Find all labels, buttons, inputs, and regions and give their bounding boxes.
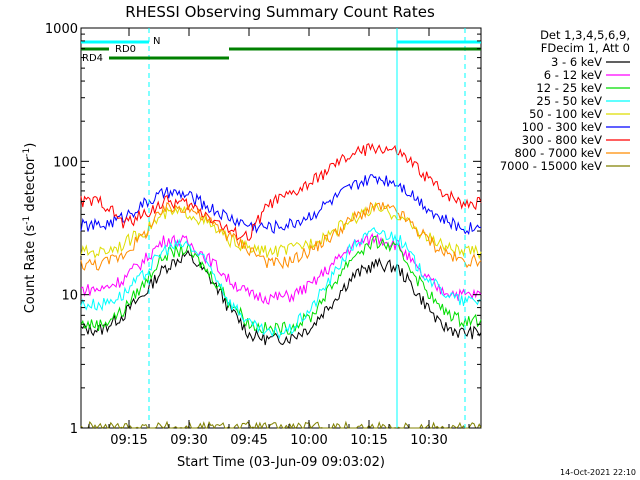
legend: Det 1,3,4,5,6,9, FDecim 1, Att 0 3 - 6 k… (500, 28, 630, 173)
x-tick-label-4: 10:15 (350, 433, 387, 448)
x-tick-label-2: 09:45 (230, 433, 267, 448)
y-tick-label-3: 1000 (45, 22, 78, 37)
y-tick-label-1: 10 (61, 289, 78, 304)
y-tick-label-2: 100 (53, 155, 78, 170)
timestamp: 14-Oct-2021 22:10 (560, 468, 636, 477)
flag-n-label: N (153, 36, 160, 47)
series-line-4 (80, 201, 482, 260)
series-line-2 (80, 235, 482, 337)
y-axis-label: Count Rate (s-1 detector-1) (22, 143, 38, 314)
detector-info-line2: FDecim 1, Att 0 (541, 41, 630, 55)
x-tick-label-3: 10:00 (290, 433, 327, 448)
legend-label-1: 6 - 12 keV (544, 68, 602, 82)
plot-frame (80, 27, 482, 429)
x-tick-label-1: 09:30 (170, 433, 207, 448)
legend-label-7: 800 - 7000 keV (514, 146, 602, 160)
series-line-8 (80, 420, 482, 430)
series-line-6 (80, 142, 482, 242)
chart-title: RHESSI Observing Summary Count Rates (125, 3, 435, 21)
flags-layer: N RD0 RD4 (81, 28, 481, 428)
legend-label-0: 3 - 6 keV (551, 55, 602, 69)
x-tick-label-5: 10:30 (410, 433, 447, 448)
legend-label-4: 50 - 100 keV (529, 107, 602, 121)
legend-label-8: 7000 - 15000 keV (500, 159, 602, 173)
legend-label-5: 100 - 300 keV (522, 120, 602, 134)
series-layer (80, 142, 482, 430)
flag-rd0-label: RD0 (115, 44, 136, 55)
detector-info-line1: Det 1,3,4,5,6,9, (540, 28, 630, 42)
legend-label-2: 12 - 25 keV (536, 81, 602, 95)
series-line-0 (80, 249, 482, 346)
series-line-1 (80, 232, 482, 305)
x-tick-label-0: 09:15 (110, 433, 147, 448)
legend-label-6: 300 - 800 keV (522, 133, 602, 147)
x-axis-label: Start Time (03-Jun-09 09:03:02) (177, 455, 385, 470)
flag-rd4-label: RD4 (82, 53, 103, 64)
legend-label-3: 25 - 50 keV (536, 94, 602, 108)
axes-layer: 09:15 09:30 09:45 10:00 10:15 10:30 1 10 100 1000 (45, 22, 481, 448)
series-line-7 (80, 201, 482, 271)
series-line-3 (80, 227, 482, 340)
series-line-5 (80, 174, 482, 236)
y-tick-label-0: 1 (70, 422, 78, 437)
